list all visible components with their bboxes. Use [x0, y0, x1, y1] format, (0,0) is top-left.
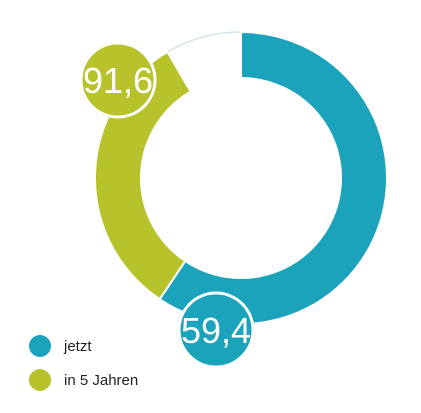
badge-circle-in-5-jahren — [79, 41, 157, 119]
legend: jetzt in 5 Jahren — [29, 335, 138, 391]
legend-label-in-5-jahren: in 5 Jahren — [64, 372, 138, 389]
badge-circle-jetzt — [177, 291, 255, 369]
value-label-jetzt: 59,4 — [181, 310, 251, 351]
legend-item-jetzt: jetzt — [29, 335, 92, 357]
legend-swatch-in-5-jahren — [29, 369, 51, 391]
value-badge-jetzt: 59,4 — [177, 291, 255, 369]
value-badge-in-5-jahren: 91,6 — [79, 41, 157, 119]
legend-label-jetzt: jetzt — [63, 338, 92, 355]
legend-swatch-jetzt — [29, 335, 51, 357]
legend-item-in-5-jahren: in 5 Jahren — [29, 369, 138, 391]
arc-jetzt — [158, 30, 388, 325]
value-label-in-5-jahren: 91,6 — [83, 60, 153, 101]
